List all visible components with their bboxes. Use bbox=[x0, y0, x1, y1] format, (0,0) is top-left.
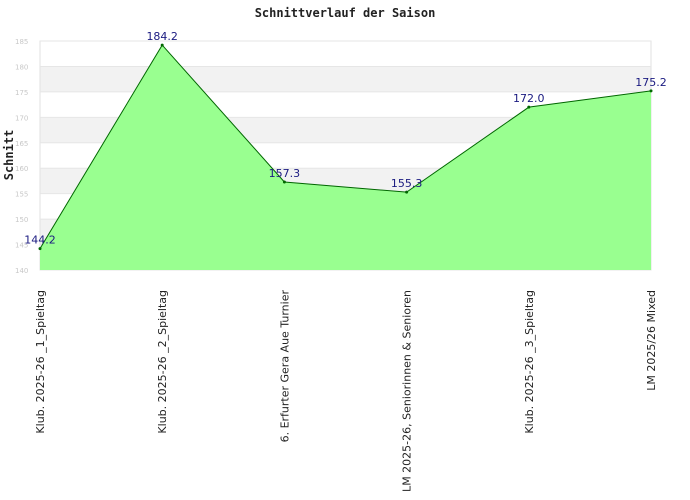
grid-band bbox=[40, 66, 651, 92]
x-tick-label: LM 2025/26 Mixed bbox=[645, 290, 658, 391]
y-axis-label: Schnitt bbox=[2, 130, 16, 181]
data-label: 155.3 bbox=[391, 177, 423, 190]
y-tick-label: 165 bbox=[15, 140, 28, 148]
data-label: 175.2 bbox=[635, 76, 667, 89]
y-tick-label: 170 bbox=[15, 114, 28, 122]
y-tick-label: 140 bbox=[15, 267, 28, 275]
data-point bbox=[282, 180, 286, 184]
y-tick-label: 145 bbox=[15, 242, 28, 250]
data-point bbox=[405, 190, 409, 194]
data-label: 144.2 bbox=[24, 234, 56, 247]
y-tick-label: 160 bbox=[15, 165, 28, 173]
area-fill bbox=[40, 45, 651, 271]
y-tick-label: 185 bbox=[15, 38, 28, 46]
x-ticks: Klub. 2025-26 _1_Spieltag Klub. 2025-26 _… bbox=[34, 290, 658, 492]
x-tick-label: 6. Erfurter Gera Aue Turnier bbox=[278, 290, 291, 443]
x-tick-label: Klub. 2025-26 _3_Spieltag bbox=[523, 290, 536, 434]
data-points bbox=[38, 43, 653, 251]
chart-title: Schnittverlauf der Saison bbox=[255, 6, 436, 20]
x-tick-label: LM 2025-26, Seniorinnen & Senioren bbox=[401, 290, 414, 492]
data-labels: 144.2 184.2 157.3 155.3 172.0 175.2 bbox=[24, 30, 667, 247]
series-line bbox=[39, 44, 652, 249]
x-tick-label: Klub. 2025-26 _2_Spieltag bbox=[156, 290, 169, 434]
grid-band bbox=[40, 41, 651, 67]
y-tick-label: 180 bbox=[15, 63, 28, 71]
y-tick-label: 150 bbox=[15, 216, 28, 224]
x-tick-label: Klub. 2025-26 _1_Spieltag bbox=[34, 290, 47, 434]
data-point bbox=[160, 43, 164, 47]
series-area bbox=[39, 44, 652, 271]
data-label: 172.0 bbox=[513, 92, 545, 105]
data-label: 157.3 bbox=[269, 167, 301, 180]
y-tick-label: 175 bbox=[15, 89, 28, 97]
data-point bbox=[649, 89, 653, 93]
data-point bbox=[527, 105, 531, 109]
data-point bbox=[38, 247, 42, 251]
data-label: 184.2 bbox=[146, 30, 178, 43]
y-ticks: 140 145 150 155 160 165 170 175 180 185 bbox=[15, 38, 28, 275]
y-tick-label: 155 bbox=[15, 191, 28, 199]
